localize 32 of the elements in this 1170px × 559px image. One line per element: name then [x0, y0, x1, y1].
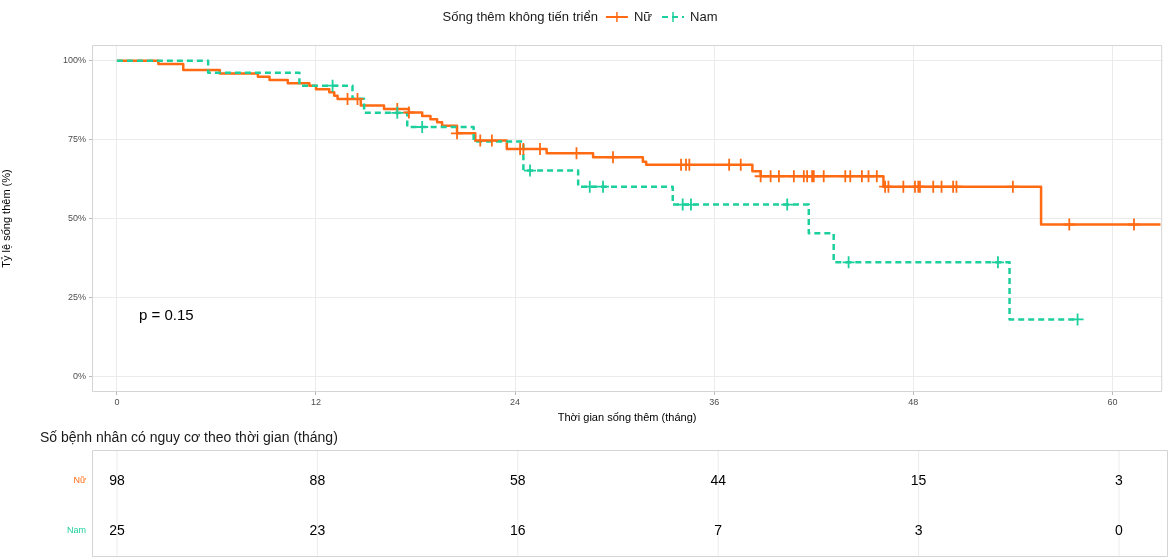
legend-label: Nữ	[633, 8, 653, 24]
text: 88	[309, 471, 326, 488]
text: 3	[1115, 471, 1124, 488]
legend-label: Nam	[690, 8, 718, 24]
x-tick-label: 24	[510, 396, 521, 407]
x-tick-label: 48	[908, 396, 919, 407]
text: 58	[510, 471, 526, 488]
text: 15	[910, 471, 927, 488]
x-tick-label: 60	[1107, 396, 1118, 407]
text: 98	[109, 471, 125, 488]
x-tick-label: 12	[310, 396, 321, 407]
y-tick-label: 100%	[62, 55, 86, 66]
text: 25	[109, 521, 125, 538]
y-tick-label: 75%	[67, 134, 86, 145]
x-axis-title: Thời gian sống thêm (tháng)	[557, 411, 697, 424]
text: Nam	[66, 525, 86, 536]
annotation: p = 0.15	[139, 305, 194, 323]
legend-title: Sống thêm không tiến triển	[442, 8, 598, 24]
y-tick-label: 0%	[72, 370, 86, 381]
text: Số bệnh nhân có nguy cơ theo thời gian (tháng)	[40, 428, 338, 445]
x-tick-label: 36	[709, 396, 720, 407]
y-axis-title: Tỷ lệ sống thêm (%)	[0, 169, 12, 268]
y-tick-label: 25%	[67, 291, 86, 302]
text: 23	[309, 521, 326, 538]
text: 3	[914, 521, 923, 538]
text: 44	[710, 471, 727, 488]
text: 16	[510, 521, 526, 538]
text: 7	[714, 521, 723, 538]
text: Nữ	[73, 475, 86, 486]
x-tick-label: 0	[114, 396, 120, 407]
y-tick-label: 50%	[67, 212, 86, 223]
text: 0	[1115, 521, 1124, 538]
